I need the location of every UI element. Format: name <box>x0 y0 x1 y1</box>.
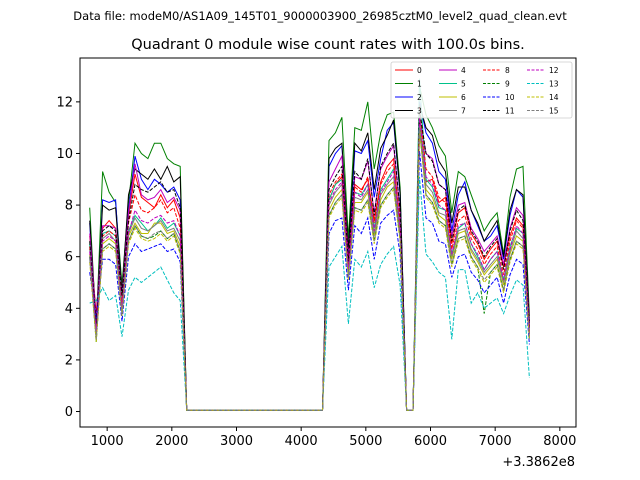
legend-label-0: 0 <box>417 66 422 75</box>
y-axis: 0 2 4 6 8 10 12 <box>56 95 80 420</box>
y-tick-label: 2 <box>65 353 73 368</box>
legend-label-1: 1 <box>417 79 422 88</box>
legend-label-8: 8 <box>505 66 510 75</box>
legend-label-15: 15 <box>549 106 559 115</box>
y-tick-label: 12 <box>56 95 73 110</box>
x-tick-label: 6000 <box>414 434 447 449</box>
legend-label-11: 11 <box>505 106 515 115</box>
x-axis: 1000 2000 3000 4000 5000 6000 7000 8000 <box>91 427 576 449</box>
x-tick-label: 4000 <box>285 434 318 449</box>
legend-label-7: 7 <box>461 106 466 115</box>
legend-label-13: 13 <box>549 79 559 88</box>
legend-label-10: 10 <box>505 93 515 102</box>
axes-frame <box>79 57 577 428</box>
legend-box <box>390 61 573 119</box>
y-tick-label: 10 <box>56 147 73 162</box>
legend-label-9: 9 <box>505 79 510 88</box>
series-line-15 <box>89 127 530 411</box>
y-tick-label: 0 <box>65 405 73 420</box>
suptitle: Data file: modeM0/AS1A09_145T01_90000039… <box>73 9 567 23</box>
x-tick-label: 8000 <box>543 434 576 449</box>
legend-label-4: 4 <box>461 66 466 75</box>
x-tick-label: 1000 <box>91 434 124 449</box>
legend-label-2: 2 <box>417 93 422 102</box>
legend-label-14: 14 <box>549 93 559 102</box>
y-tick-label: 4 <box>65 302 73 317</box>
x-tick-label: 5000 <box>349 434 382 449</box>
x-tick-label: 2000 <box>155 434 188 449</box>
chart-title: Quadrant 0 module wise count rates with … <box>131 37 525 53</box>
x-tick-label: 7000 <box>479 434 512 449</box>
legend-label-5: 5 <box>461 79 466 88</box>
plot-lines <box>89 78 530 411</box>
legend-label-6: 6 <box>461 93 466 102</box>
legend-label-3: 3 <box>417 106 422 115</box>
x-tick-label: 3000 <box>220 434 253 449</box>
legend-label-12: 12 <box>549 66 559 75</box>
y-tick-label: 6 <box>65 250 73 265</box>
x-offset-label: +3.3862e8 <box>502 455 575 470</box>
y-tick-label: 8 <box>65 199 73 214</box>
